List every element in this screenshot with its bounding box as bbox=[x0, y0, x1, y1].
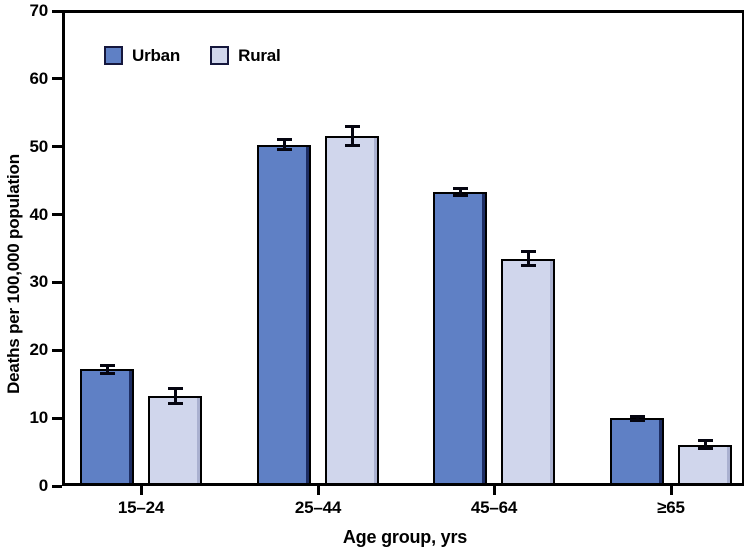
y-axis-tick-label: 60 bbox=[29, 68, 48, 88]
error-bar-cap-top bbox=[697, 439, 713, 443]
y-axis-tick bbox=[52, 213, 62, 217]
x-axis-tick bbox=[139, 486, 143, 495]
y-axis-tick bbox=[52, 9, 62, 13]
x-axis-title: Age group, yrs bbox=[342, 527, 468, 547]
x-axis-tick-label: ≥65 bbox=[657, 498, 685, 517]
error-bar-cap-bottom bbox=[99, 371, 115, 375]
error-bar bbox=[350, 126, 354, 146]
error-bar bbox=[173, 388, 177, 404]
x-axis-tick bbox=[316, 486, 320, 495]
error-bar-cap-top bbox=[99, 363, 115, 367]
legend: Urban Rural bbox=[104, 46, 281, 65]
error-bar-cap-top bbox=[520, 250, 536, 254]
error-bar bbox=[703, 440, 707, 449]
error-bar bbox=[635, 416, 639, 421]
legend-swatch-urban bbox=[104, 46, 123, 65]
legend-label-rural: Rural bbox=[238, 46, 281, 65]
bar-rural-15–24 bbox=[148, 395, 202, 486]
error-bar-cap-bottom bbox=[520, 263, 536, 267]
error-bar-cap-top bbox=[276, 138, 292, 142]
legend-label-urban: Urban bbox=[132, 46, 181, 65]
bar-rural-45–64 bbox=[501, 258, 555, 486]
error-bar-cap-bottom bbox=[344, 143, 360, 147]
x-axis-tick-label: 25–44 bbox=[294, 498, 342, 517]
error-bar bbox=[526, 251, 530, 266]
bar-rural-≥65 bbox=[678, 444, 732, 486]
legend-item-rural: Rural bbox=[210, 46, 281, 65]
bar-urban-45–64 bbox=[433, 192, 487, 486]
error-bar-cap-top bbox=[167, 386, 183, 390]
y-axis-tick-label: 10 bbox=[29, 408, 48, 428]
bar-urban-15–24 bbox=[80, 369, 134, 486]
x-axis-tick-label: 45–64 bbox=[470, 498, 518, 517]
error-bar bbox=[458, 188, 462, 196]
y-axis-tick-label: 0 bbox=[38, 476, 48, 495]
y-axis-tick bbox=[52, 145, 62, 149]
y-axis-tick-label: 20 bbox=[29, 340, 48, 360]
y-axis-tick-label: 30 bbox=[29, 272, 48, 292]
error-bar-cap-bottom bbox=[452, 194, 468, 198]
legend-swatch-rural bbox=[210, 46, 230, 65]
error-bar-cap-bottom bbox=[167, 401, 183, 405]
y-axis-tick bbox=[52, 416, 62, 420]
x-axis-tick bbox=[492, 486, 496, 495]
legend-item-urban: Urban bbox=[104, 46, 180, 65]
y-axis-tick bbox=[52, 77, 62, 81]
error-bar bbox=[105, 365, 109, 374]
error-bar-cap-top bbox=[452, 187, 468, 191]
bar-rural-25–44 bbox=[325, 135, 379, 486]
y-axis-tick-label: 50 bbox=[29, 136, 48, 156]
bar-urban-≥65 bbox=[610, 418, 664, 486]
error-bar-cap-bottom bbox=[276, 147, 292, 151]
y-axis-tick bbox=[52, 348, 62, 352]
error-bar-cap-bottom bbox=[629, 418, 645, 422]
y-axis-tick bbox=[52, 484, 62, 488]
bar-urban-25–44 bbox=[257, 144, 311, 486]
error-bar-cap-top bbox=[629, 414, 645, 418]
y-axis-tick-label: 40 bbox=[29, 204, 48, 224]
error-bar bbox=[282, 139, 286, 150]
y-axis-tick bbox=[52, 280, 62, 284]
x-axis-tick bbox=[669, 486, 673, 495]
y-axis-tick-label: 70 bbox=[29, 1, 48, 20]
error-bar-cap-top bbox=[344, 124, 360, 128]
x-axis-tick-label: 15–24 bbox=[117, 498, 165, 517]
error-bar-cap-bottom bbox=[697, 447, 713, 451]
